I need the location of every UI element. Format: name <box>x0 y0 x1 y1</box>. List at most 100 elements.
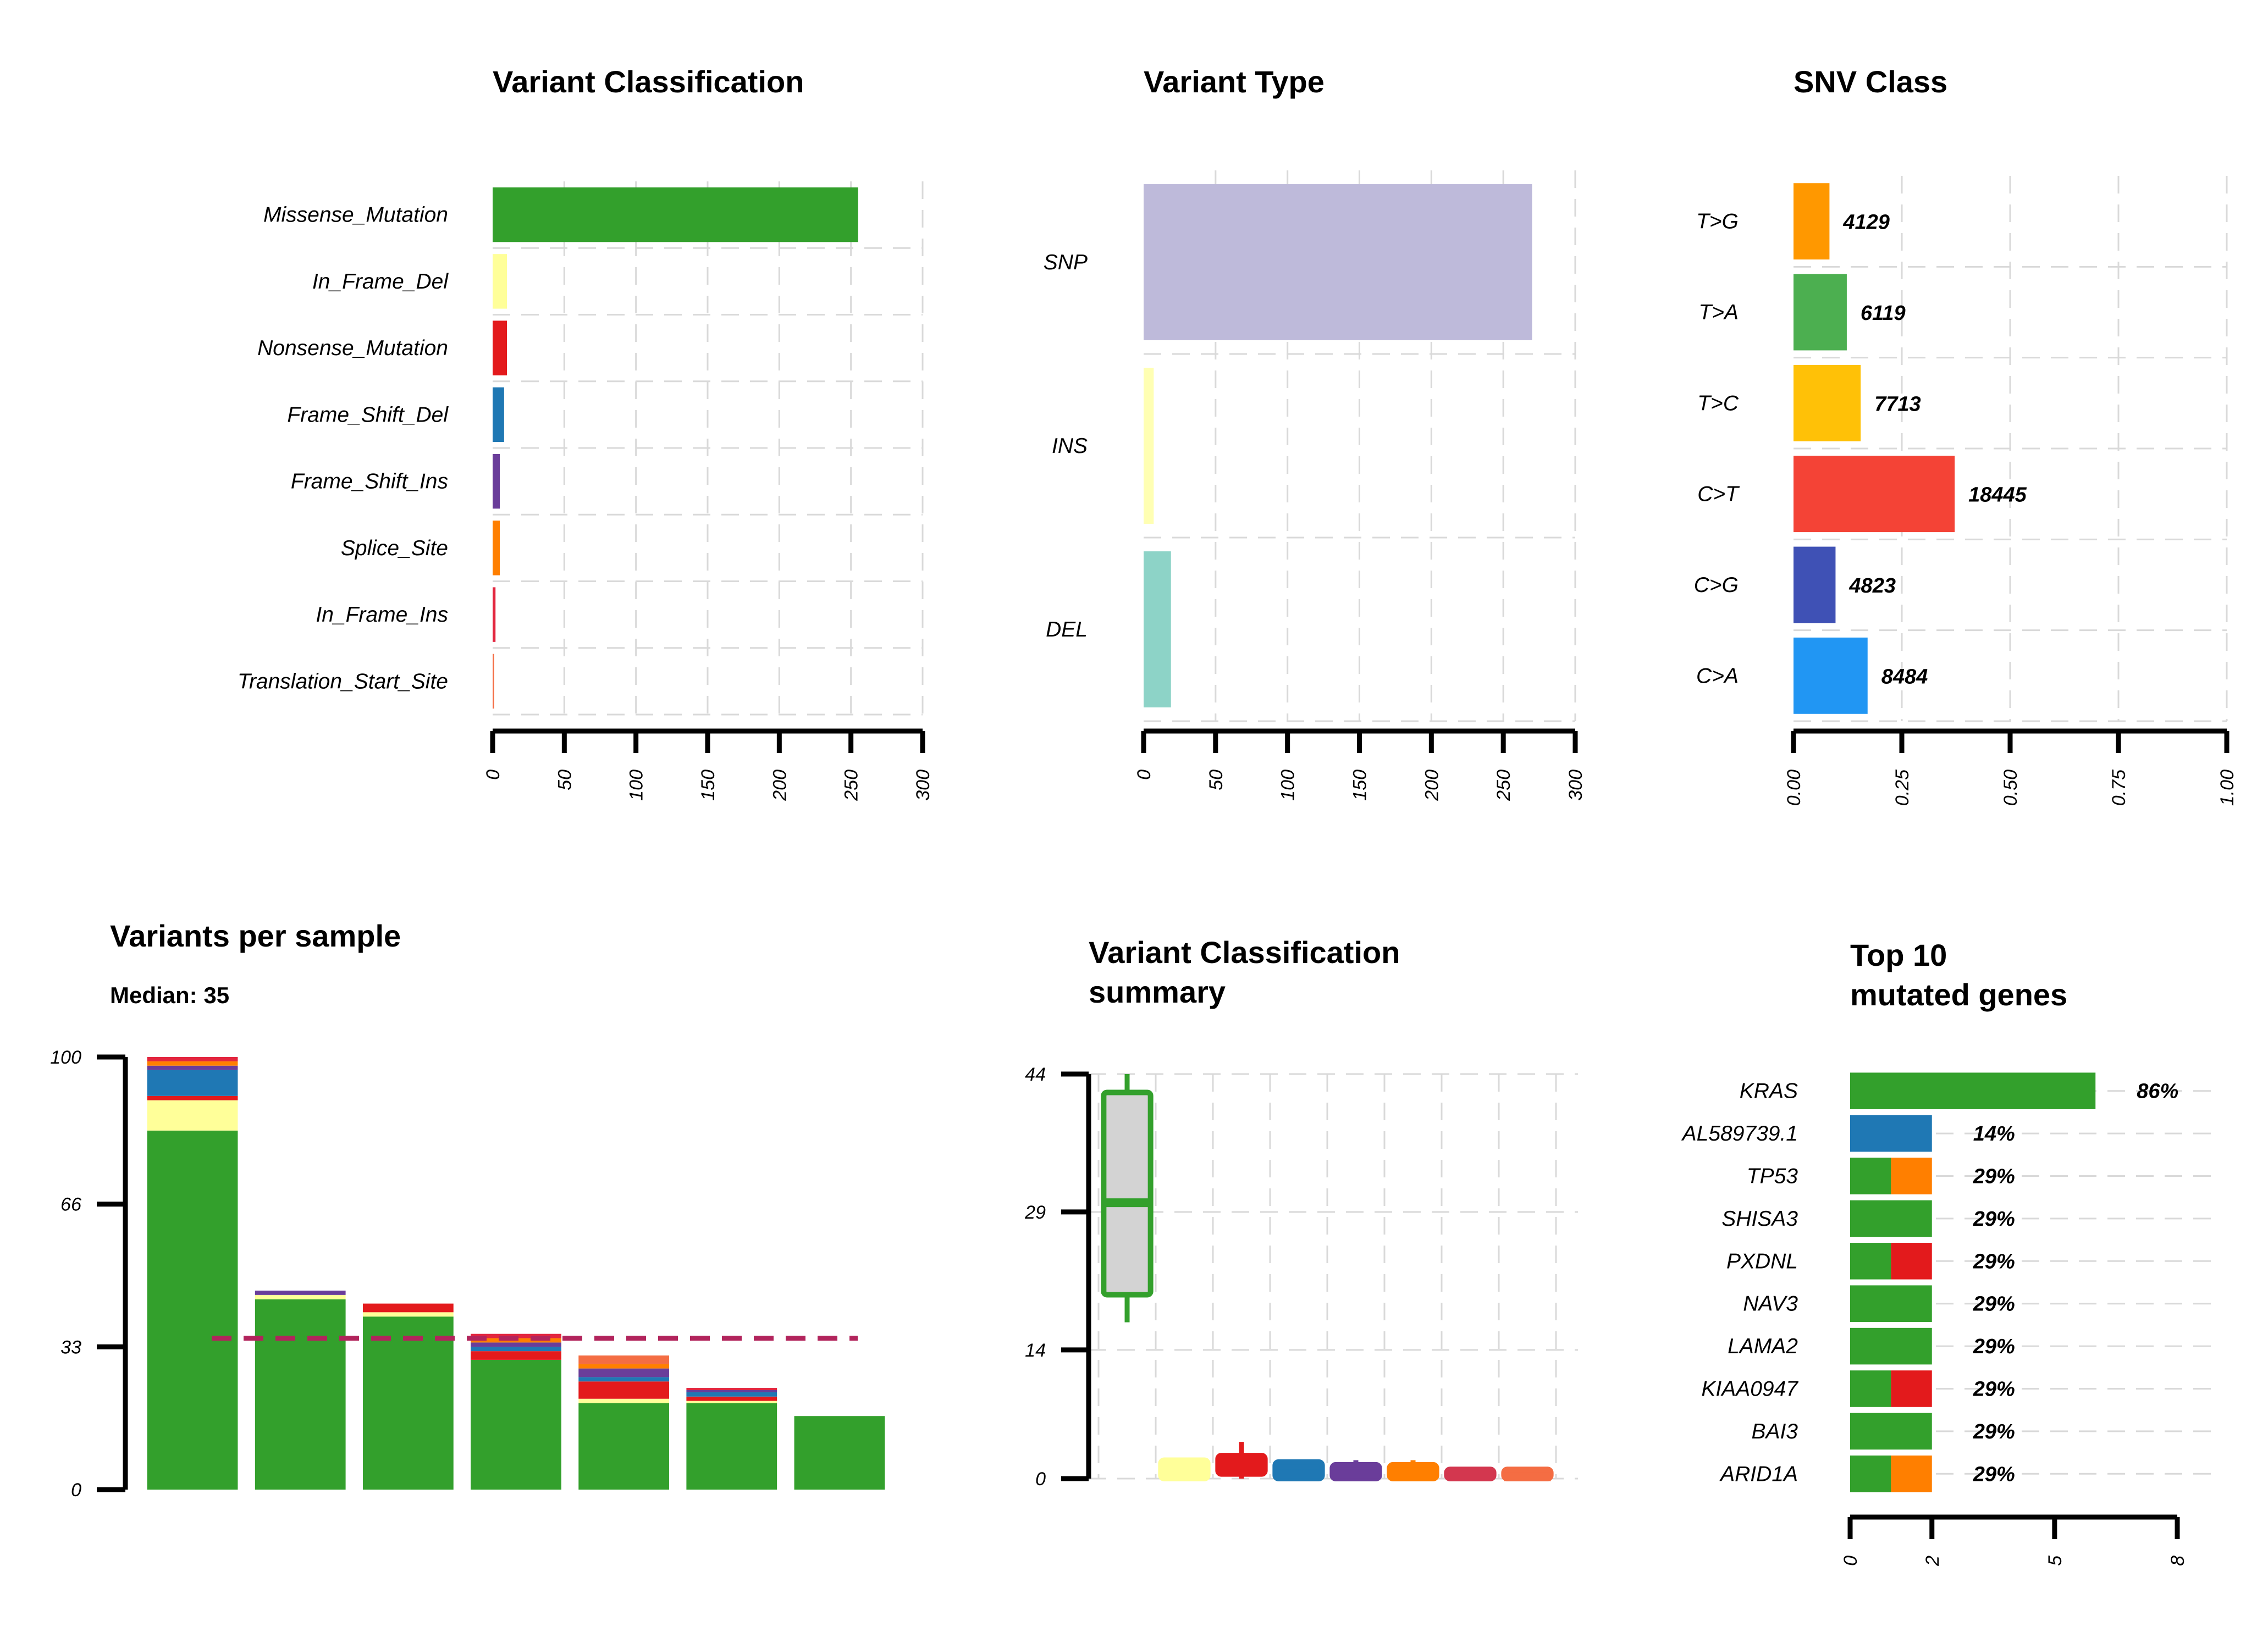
gene-percent-label: 29% <box>1973 1378 2015 1401</box>
x-tick-label: 0 <box>1840 1556 1861 1566</box>
gene-percent-label: 14% <box>1973 1122 2015 1146</box>
sample-bar-segment <box>362 1312 454 1317</box>
sample-bar-segment <box>578 1377 670 1382</box>
variant-type-title: Variant Type <box>1144 64 1325 99</box>
data-label: 4823 <box>1848 574 1896 597</box>
category-label: In_Frame_Del <box>312 270 449 294</box>
gene-percent-label: 29% <box>1973 1250 2015 1273</box>
x-tick-label: 0 <box>1134 770 1155 780</box>
y-tick-label: 14 <box>1025 1340 1046 1361</box>
bar-t-a <box>1794 274 1847 351</box>
sample-bar-segment <box>147 1057 238 1061</box>
x-tick-label: 50 <box>1206 770 1227 790</box>
x-tick-label: 5 <box>2045 1556 2066 1566</box>
x-tick-label: 0.50 <box>2000 770 2021 806</box>
category-label: SNP <box>1044 251 1088 274</box>
gene-bar-segment <box>1850 1115 1932 1152</box>
category-label: Frame_Shift_Del <box>287 403 449 427</box>
sample-bar-segment <box>147 1061 238 1066</box>
category-label: Translation_Start_Site <box>238 669 448 693</box>
data-label: 18445 <box>1968 484 2027 507</box>
y-tick-label: 0 <box>1035 1469 1046 1490</box>
gene-percent-label: 86% <box>2137 1080 2178 1103</box>
sample-bar-segment <box>686 1388 777 1390</box>
category-label: Frame_Shift_Ins <box>291 470 448 494</box>
boxplot <box>1272 1459 1325 1481</box>
sample-bar-segment <box>255 1294 346 1299</box>
bar-frame-shift-del <box>493 387 504 442</box>
sample-bar-segment <box>471 1359 561 1490</box>
gene-bar-segment <box>1850 1243 1891 1280</box>
sample-bar-segment <box>578 1403 670 1490</box>
y-tick-label: 29 <box>1024 1202 1046 1223</box>
gene-percent-label: 29% <box>1973 1293 2015 1316</box>
x-tick-label: 250 <box>841 770 862 801</box>
sample-bar-segment <box>686 1396 777 1401</box>
boxplot <box>1329 1460 1382 1482</box>
category-label: Missense_Mutation <box>263 203 448 227</box>
x-tick-label: 0.25 <box>1892 770 1913 806</box>
gene-label: LAMA2 <box>1728 1335 1798 1358</box>
sample-bar-segment <box>578 1398 670 1403</box>
sample-bar-segment <box>471 1351 561 1360</box>
sample-bar-segment <box>686 1403 777 1490</box>
gene-bar-segment <box>1850 1413 1932 1450</box>
sample-bar-segment <box>147 1130 238 1490</box>
bar-c-g <box>1794 546 1836 623</box>
gene-label: NAV3 <box>1743 1292 1798 1316</box>
x-tick-label: 150 <box>698 770 719 801</box>
gene-percent-label: 29% <box>1973 1463 2015 1486</box>
snv-class-title: SNV Class <box>1794 64 1947 99</box>
gene-bar-segment <box>1850 1200 1932 1237</box>
sample-bar-segment <box>255 1299 346 1490</box>
bar-snp <box>1144 184 1532 340</box>
gene-percent-label: 29% <box>1973 1335 2015 1358</box>
top-genes-title-line: Top 10 <box>1850 938 1947 972</box>
boxplot <box>1501 1467 1554 1481</box>
x-tick-label: 0 <box>483 770 504 780</box>
category-label: T>C <box>1697 391 1739 415</box>
panel-variant-type: Variant Type SNP INS DEL 0 50 100 150 200 250 300 <box>1044 64 1586 801</box>
sample-bar-segment <box>147 1070 238 1096</box>
gene-bar-segment <box>1850 1370 1891 1407</box>
gene-bar-segment <box>1891 1158 1932 1194</box>
bar-del <box>1144 551 1171 707</box>
sample-bar-segment <box>686 1390 777 1392</box>
bar-nonsense-mutation <box>493 320 507 375</box>
gene-label: BAI3 <box>1751 1420 1798 1443</box>
y-tick-label: 0 <box>71 1480 81 1501</box>
panel-variants-per-sample: Variants per sample Median: 35 0 33 66 100 <box>50 918 885 1501</box>
sample-bar-segment <box>362 1303 454 1313</box>
sample-bar-segment <box>686 1401 777 1403</box>
gene-bar-segment <box>1850 1456 1891 1492</box>
y-tick-label: 33 <box>60 1337 81 1358</box>
x-tick-label: 8 <box>2167 1556 2188 1566</box>
gene-bar-segment <box>1850 1285 1932 1322</box>
bar-c-t <box>1794 456 1955 533</box>
x-tick-label: 200 <box>769 770 790 801</box>
gene-label: TP53 <box>1747 1165 1798 1188</box>
sample-bar-segment <box>471 1342 561 1347</box>
gene-bar-segment <box>1891 1243 1932 1280</box>
sample-bar-segment <box>794 1416 885 1490</box>
sample-bar-segment <box>147 1065 238 1070</box>
panel-variant-classification-summary: Variant Classification summary 0 14 29 44 <box>1024 935 1578 1490</box>
sample-bar-segment <box>578 1364 670 1369</box>
gene-percent-label: 29% <box>1973 1208 2015 1231</box>
x-tick-label: 100 <box>1278 770 1299 801</box>
category-label: INS <box>1052 434 1088 458</box>
sample-bar-segment <box>578 1368 670 1377</box>
sample-bar-segment <box>147 1095 238 1100</box>
data-label: 4129 <box>1842 211 1890 234</box>
bar-t-c <box>1794 364 1861 441</box>
category-label: T>A <box>1698 301 1739 324</box>
category-label: C>A <box>1696 664 1739 688</box>
median-subtitle: Median: 35 <box>110 982 229 1008</box>
sample-bar-segment <box>686 1392 777 1397</box>
gene-percent-label: 29% <box>1973 1420 2015 1443</box>
y-tick-label: 100 <box>50 1047 81 1068</box>
top-genes-title-line: mutated genes <box>1850 977 2067 1012</box>
gene-bar-segment <box>1891 1456 1932 1492</box>
x-tick-label: 0.00 <box>1784 770 1805 806</box>
